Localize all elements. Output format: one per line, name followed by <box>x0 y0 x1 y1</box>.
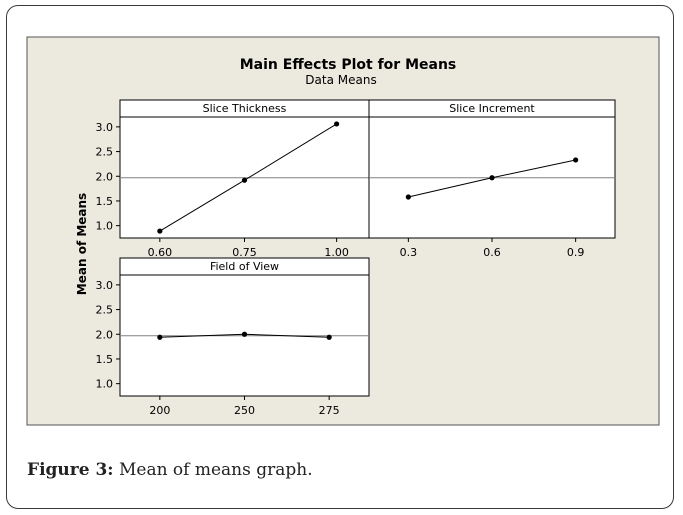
panel-strip-label: Slice Increment <box>449 102 535 115</box>
data-point <box>241 331 248 337</box>
caption-label: Figure 3: <box>27 460 114 480</box>
panel-strip <box>119 257 370 276</box>
x-tick-label: 1.00 <box>324 246 349 259</box>
y-axis-label: Mean of Means <box>75 193 89 295</box>
y-tick-label: 2.5 <box>96 304 114 317</box>
panels-layer: Slice Thickness 1.0 1.5 2.0 2.5 3.0 0.60 0.75 1.… <box>96 99 616 417</box>
y-tick-label: 1.0 <box>96 378 114 391</box>
y-tick-label: 1.0 <box>96 220 114 233</box>
data-point <box>241 177 248 183</box>
x-tick-label: 200 <box>149 404 170 417</box>
data-point <box>157 334 163 340</box>
y-tick-label: 1.5 <box>96 195 114 208</box>
figure-caption: Figure 3: Mean of means graph. <box>27 460 313 480</box>
caption-text: Mean of means graph. <box>113 460 313 480</box>
data-point <box>489 175 495 181</box>
y-tick-label: 2.0 <box>96 170 114 183</box>
data-point <box>157 228 163 234</box>
data-point <box>326 334 332 340</box>
y-tick-label: 2.0 <box>96 328 114 341</box>
chart-title: Main Effects Plot for Means <box>240 57 457 73</box>
x-tick-label: 0.9 <box>567 246 585 259</box>
x-tick-label: 0.60 <box>148 246 173 259</box>
y-tick-label: 1.5 <box>96 353 114 366</box>
y-tick-label: 3.0 <box>96 121 114 134</box>
data-point <box>573 157 579 163</box>
data-point <box>334 121 340 127</box>
chart-subtitle: Data Means <box>305 73 376 87</box>
x-tick-label: 275 <box>319 404 340 417</box>
y-tick-label: 3.0 <box>96 279 114 292</box>
panel-strip-label: Slice Thickness <box>203 102 287 115</box>
x-tick-label: 250 <box>234 404 255 417</box>
panel-strip <box>368 99 616 118</box>
x-tick-label: 0.6 <box>483 246 501 259</box>
data-point <box>405 194 411 200</box>
panel-strip-label: Field of View <box>210 260 279 273</box>
x-tick-label: 0.75 <box>232 246 257 259</box>
y-tick-label: 2.5 <box>96 146 114 159</box>
x-tick-label: 0.3 <box>400 246 418 259</box>
main-effects-chart: Main Effects Plot for Means Data Means M… <box>26 36 660 426</box>
